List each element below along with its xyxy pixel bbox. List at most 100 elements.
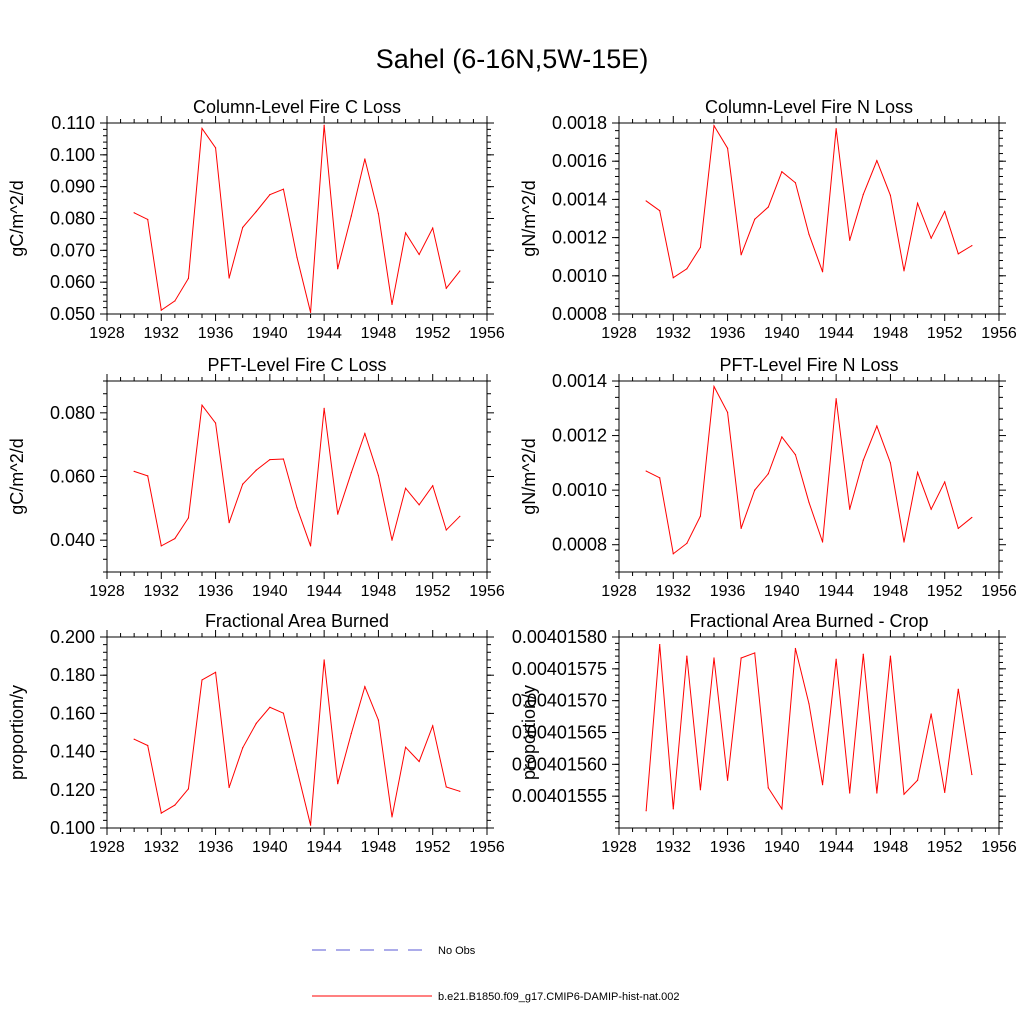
x-tick-label: 1956 <box>469 839 505 856</box>
data-point <box>916 779 919 781</box>
y-tick-label: 0.0014 <box>552 189 607 209</box>
data-point <box>876 792 878 794</box>
data-point <box>160 812 162 814</box>
y-tick-label: 0.00401565 <box>512 723 607 743</box>
data-point <box>794 454 797 456</box>
data-point <box>794 182 797 184</box>
data-point <box>377 719 380 721</box>
y-tick-label: 0.040 <box>50 530 95 550</box>
y-tick-label: 0.0014 <box>552 371 607 391</box>
data-point <box>781 808 783 810</box>
data-point <box>228 786 230 789</box>
data-point <box>147 744 149 747</box>
x-tick-label: 1932 <box>143 583 179 600</box>
figure-title: Sahel (6-16N,5W-15E) <box>375 44 649 74</box>
x-tick-label: 1948 <box>361 583 397 600</box>
data-point <box>364 686 366 688</box>
data-point <box>957 253 959 255</box>
series-line <box>645 124 973 279</box>
data-point <box>686 268 688 270</box>
data-point <box>337 513 339 515</box>
data-point <box>445 786 447 788</box>
data-point <box>699 515 702 517</box>
data-point <box>808 233 810 235</box>
x-tick-label: 1944 <box>818 325 854 342</box>
data-point <box>835 398 837 400</box>
data-point <box>835 128 837 130</box>
x-tick-label: 1928 <box>601 325 637 342</box>
data-point <box>835 658 837 660</box>
data-point <box>726 411 729 413</box>
y-tick-label: 0.0010 <box>552 266 607 286</box>
data-point <box>133 470 135 473</box>
data-point <box>174 537 176 540</box>
data-point <box>147 475 149 477</box>
y-tick-label: 0.00401575 <box>512 659 607 679</box>
data-point <box>377 213 380 215</box>
x-tick-label: 1928 <box>89 583 125 600</box>
series-line <box>133 659 461 826</box>
x-tick-label: 1956 <box>981 583 1017 600</box>
x-tick-label: 1944 <box>306 839 342 856</box>
data-point <box>337 268 339 270</box>
chart-title: Column-Level Fire N Loss <box>705 97 913 117</box>
chart-panel: PFT-Level Fire N Loss gN/m^2/d 1928 1932 193… <box>519 355 1017 600</box>
data-point <box>201 127 203 130</box>
data-point <box>767 787 769 789</box>
plot-frame <box>106 122 488 315</box>
data-point <box>309 545 312 547</box>
data-point <box>391 303 393 306</box>
data-point <box>242 226 244 229</box>
y-tick-label: 0.0012 <box>552 228 607 248</box>
data-point <box>174 300 176 302</box>
data-point <box>821 784 824 786</box>
legend: No Obs b.e21.B1850.f09_g17.CMIP6-DAMIP-hi… <box>312 945 680 1003</box>
x-tick-label: 1944 <box>818 583 854 600</box>
y-tick-label: 0.0018 <box>552 113 607 133</box>
data-point <box>269 194 271 196</box>
data-point <box>944 791 946 793</box>
x-tick-label: 1932 <box>655 839 691 856</box>
data-point <box>957 527 959 529</box>
data-point <box>808 501 810 504</box>
y-tick-label: 0.110 <box>51 113 95 133</box>
data-point <box>432 485 434 487</box>
y-tick-label: 0.00401580 <box>512 627 607 647</box>
data-point <box>930 713 932 715</box>
x-tick-label: 1944 <box>306 325 342 342</box>
x-tick-label: 1944 <box>306 583 342 600</box>
data-point <box>418 504 420 506</box>
x-tick-label: 1944 <box>818 839 854 856</box>
data-point <box>432 227 434 229</box>
data-point <box>876 425 878 427</box>
data-point <box>672 277 674 279</box>
x-tick-label: 1948 <box>873 325 909 342</box>
data-point <box>282 712 285 714</box>
data-point <box>133 212 135 214</box>
data-point <box>160 309 162 311</box>
data-point <box>228 277 230 279</box>
data-point <box>418 760 420 763</box>
data-point <box>404 746 407 748</box>
chart-panel: Fractional Area Burned - Crop proportion/… <box>512 611 1017 856</box>
data-point <box>971 516 973 519</box>
chart-panel: Column-Level Fire N Loss gN/m^2/d 1928 1932… <box>519 97 1017 342</box>
data-point <box>214 422 217 424</box>
data-point <box>214 147 217 149</box>
x-tick-label: 1956 <box>469 583 505 600</box>
data-point <box>296 769 298 771</box>
data-point <box>323 659 325 661</box>
x-tick-label: 1936 <box>198 839 234 856</box>
data-point <box>930 237 932 239</box>
chart-title: Column-Level Fire C Loss <box>193 97 401 117</box>
data-point <box>889 462 892 464</box>
data-point <box>645 470 647 472</box>
x-tick-label: 1956 <box>981 325 1017 342</box>
x-tick-label: 1936 <box>710 839 746 856</box>
x-tick-label: 1952 <box>927 325 963 342</box>
data-point <box>713 125 715 127</box>
y-tick-label: 0.0016 <box>552 151 607 171</box>
data-point <box>309 311 312 314</box>
data-point <box>903 793 905 795</box>
x-tick-label: 1932 <box>655 583 691 600</box>
